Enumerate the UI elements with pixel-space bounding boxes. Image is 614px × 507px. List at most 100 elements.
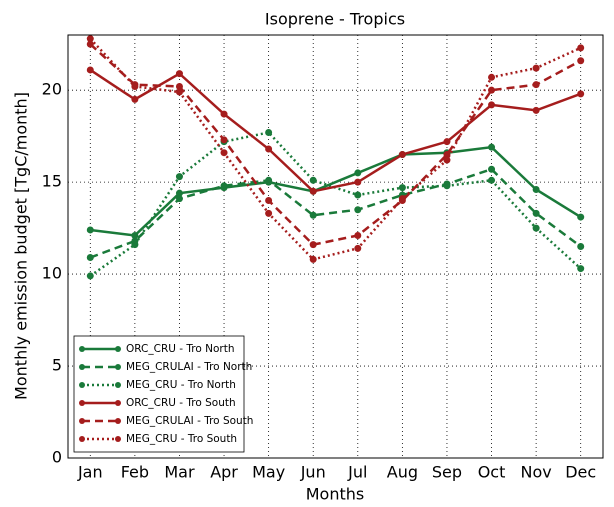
point <box>86 35 94 43</box>
y-tick-label: 20 <box>42 80 62 99</box>
point <box>532 185 540 193</box>
y-tick-label: 0 <box>52 448 62 467</box>
point <box>86 226 94 234</box>
point <box>443 182 451 190</box>
point <box>309 255 317 263</box>
x-tick-label: Jan <box>77 463 103 482</box>
point <box>175 195 183 203</box>
point <box>577 243 585 250</box>
point <box>354 169 362 177</box>
x-tick-label: Mar <box>164 463 195 482</box>
point <box>488 143 496 151</box>
point <box>398 151 406 159</box>
point <box>265 197 273 205</box>
x-tick-label: Nov <box>521 463 552 482</box>
x-tick-label: Jun <box>300 463 326 482</box>
x-tick-label: Jul <box>347 463 367 482</box>
point <box>354 191 362 199</box>
point <box>86 254 94 262</box>
point <box>488 73 496 81</box>
legend-marker <box>79 400 85 406</box>
point <box>175 173 183 181</box>
chart-title: Isoprene - Tropics <box>265 10 405 29</box>
legend-marker <box>115 346 121 352</box>
series-line <box>89 131 582 277</box>
point <box>443 156 451 164</box>
legend-label: ORC_CRU - Tro North <box>126 343 234 355</box>
legend-label: MEG_CRULAI - Tro North <box>126 361 252 373</box>
point <box>309 211 317 219</box>
point <box>265 145 273 153</box>
point <box>488 165 496 173</box>
point <box>220 136 228 144</box>
x-tick-label: Oct <box>478 463 506 482</box>
point <box>175 70 183 78</box>
point <box>131 82 139 90</box>
y-axis-label: Monthly emission budget [TgC/month] <box>12 92 31 400</box>
point <box>398 195 406 203</box>
legend-marker <box>79 436 85 442</box>
point <box>532 64 540 72</box>
x-tick-label: May <box>252 463 285 482</box>
legend-marker <box>115 382 121 388</box>
point <box>265 176 273 184</box>
point <box>354 231 362 239</box>
series-line <box>89 68 582 193</box>
point <box>532 209 540 217</box>
point <box>488 176 496 184</box>
point <box>443 138 451 146</box>
legend-box <box>73 335 245 453</box>
x-tick-label: Feb <box>121 463 149 482</box>
point <box>354 178 362 186</box>
point <box>175 189 183 197</box>
legend-marker <box>79 346 85 352</box>
point <box>488 86 496 94</box>
point <box>488 101 496 109</box>
y-tick-label: 15 <box>42 172 62 191</box>
point <box>265 209 273 217</box>
x-tick-label: Sep <box>432 463 462 482</box>
point <box>577 44 585 52</box>
legend-marker <box>79 364 85 370</box>
legend-label: MEG_CRU - Tro South <box>126 433 237 445</box>
point <box>86 272 94 280</box>
point <box>532 106 540 114</box>
point <box>577 213 585 221</box>
point <box>175 88 183 96</box>
point <box>220 149 228 157</box>
legend-marker <box>79 382 85 388</box>
point <box>354 206 362 214</box>
y-tick-label: 5 <box>52 356 62 375</box>
point <box>265 128 273 136</box>
point <box>131 241 139 249</box>
point <box>398 184 406 192</box>
point <box>86 66 94 74</box>
legend-label: MEG_CRU - Tro North <box>126 379 236 391</box>
point <box>131 95 139 103</box>
y-tick-label: 10 <box>42 264 62 283</box>
point <box>532 224 540 232</box>
x-tick-label: Aug <box>387 463 418 482</box>
point <box>131 231 139 239</box>
legend-marker <box>79 418 85 424</box>
point <box>354 244 362 252</box>
legend-marker <box>115 418 121 424</box>
point <box>577 90 585 98</box>
plot-frame <box>67 34 604 459</box>
point <box>577 57 585 65</box>
series-line <box>89 43 582 247</box>
point <box>309 187 317 195</box>
series-line <box>89 37 582 261</box>
point <box>86 40 94 48</box>
point <box>175 82 183 90</box>
point <box>532 81 540 89</box>
series-line <box>89 167 582 259</box>
legend-label: MEG_CRULAI - Tro South <box>126 415 253 427</box>
legend-marker <box>115 436 121 442</box>
legend-marker <box>115 364 121 370</box>
series-line <box>90 145 582 237</box>
x-tick-label: Apr <box>210 463 238 482</box>
point <box>577 265 585 273</box>
x-tick-label: Dec <box>565 463 596 482</box>
